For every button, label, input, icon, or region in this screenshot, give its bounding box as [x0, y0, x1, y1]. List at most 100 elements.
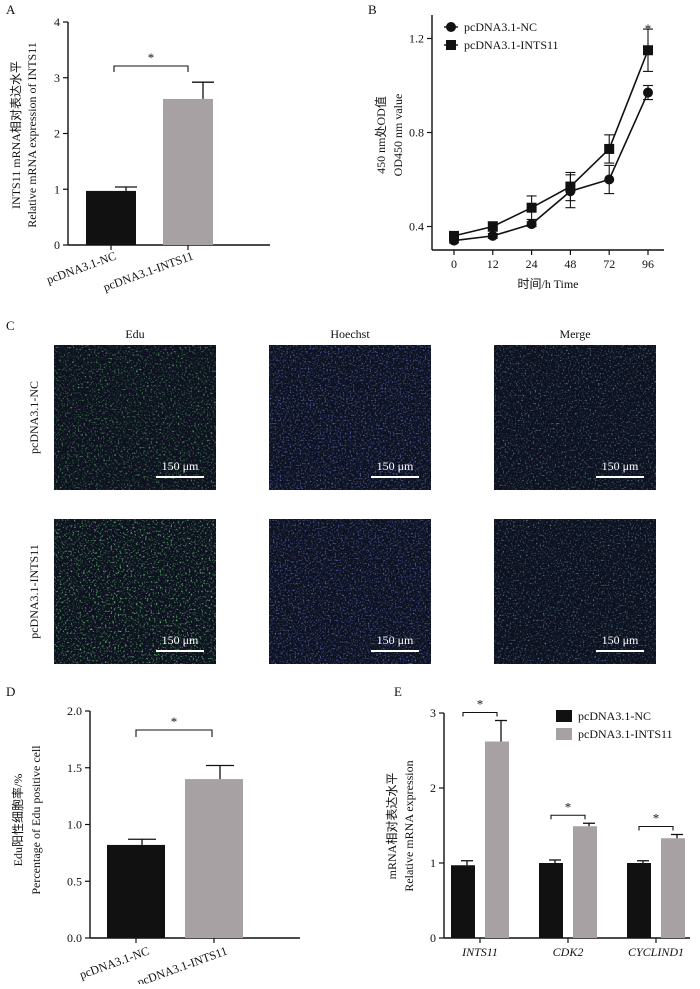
y-tick-label: 0.8	[409, 126, 424, 140]
sig-e-1-star: *	[565, 799, 572, 814]
y-tick-label: 0.5	[67, 874, 82, 888]
micro-column-title: Edu	[125, 327, 144, 341]
data-point-square	[526, 202, 537, 213]
data-point-square	[565, 181, 576, 192]
bar-1	[185, 779, 243, 938]
bar-0	[86, 190, 136, 245]
micro-row-label: pcDNA3.1-INTS11	[27, 544, 41, 639]
y-axis-label-cn: INTS11 mRNA相对表达水平	[9, 61, 23, 209]
panel-letter-d: D	[6, 684, 15, 699]
x-category-label: INTS11	[461, 945, 498, 959]
y-axis-label-en: Percentage of Edu positive cell	[29, 745, 43, 895]
micro-column-title: Merge	[559, 327, 590, 341]
x-tick-label: 12	[487, 257, 499, 271]
y-tick-label: 3	[430, 706, 436, 720]
y-tick-label: 0	[54, 238, 60, 252]
sig-star: *	[645, 21, 652, 36]
series-line-0	[453, 92, 649, 242]
panel-letter-a: A	[6, 2, 16, 17]
scale-bar-label: 150 μm	[377, 459, 414, 473]
y-axis-label-en: Relative mRNA expression	[402, 760, 416, 891]
chart-d: 0.00.51.01.52.0pcDNA3.1-NCpcDNA3.1-INTS1…	[10, 704, 300, 989]
data-point-circle	[604, 174, 615, 185]
x-tick-label: 48	[564, 257, 576, 271]
y-tick-label: 1.2	[409, 32, 424, 46]
y-tick-label: 0	[430, 931, 436, 945]
legend-marker-circle	[446, 22, 456, 32]
legend-swatch	[556, 710, 572, 722]
x-tick-label: 72	[603, 257, 615, 271]
data-point-circle	[487, 230, 498, 241]
y-tick-label: 4	[54, 15, 60, 29]
micrograph-texture	[494, 519, 656, 664]
panel-letter-e: E	[394, 684, 402, 699]
legend-swatch	[556, 728, 572, 740]
legend-label: pcDNA3.1-NC	[464, 20, 537, 34]
x-category-label: pcDNA3.1-INTS11	[135, 944, 229, 984]
x-tick-label: 24	[526, 257, 538, 271]
x-tick-label: 0	[451, 257, 457, 271]
micrograph-texture	[54, 345, 216, 490]
x-tick-label: 96	[642, 257, 654, 271]
y-axis-label-cn: mRNA相对表达水平	[385, 773, 399, 880]
legend-label: pcDNA3.1-INTS11	[464, 38, 559, 52]
chart-b: 0.4 0.8 1.2 0 12 24 48 72 96 时间/h Time 450 nm处OD值 O…	[373, 15, 664, 291]
bar-0-1	[539, 863, 563, 938]
sig-e-0-bracket	[462, 711, 498, 717]
y-tick-label: 1	[54, 182, 60, 196]
sig-e-2-star: *	[653, 811, 660, 826]
chart-e: 0 1 2 3 INTS11 CDK2 CYCLIND1 * * * pcDNA3.1-NC pcDN…	[385, 697, 690, 959]
y-tick-label: 1.5	[67, 761, 82, 775]
sig-d-star: *	[171, 714, 178, 729]
bar-0	[107, 844, 165, 938]
sig-a-bracket	[113, 65, 189, 72]
y-tick-label: 0.0	[67, 931, 82, 945]
y-axis-label-en: OD450 nm value	[391, 94, 405, 177]
panel-letter-b: B	[368, 2, 377, 17]
bar-1-0	[485, 741, 509, 938]
y-tick-label: 0.4	[409, 220, 424, 234]
legend-label: pcDNA3.1-INTS11	[578, 727, 673, 741]
y-tick-label: 2.0	[67, 704, 82, 718]
panel-letter-c: C	[6, 318, 15, 333]
legend-marker-square	[446, 40, 456, 50]
bar-1	[163, 98, 213, 245]
microscopy-panel: Edu Hoechst Merge pcDNA3.1-NC 150 μm 150 μm 15…	[27, 327, 656, 664]
micro-row-label: pcDNA3.1-NC	[27, 381, 41, 454]
sig-a-star: *	[148, 50, 155, 65]
x-axis-label: 时间/h Time	[517, 277, 578, 291]
y-tick-label: 1	[430, 856, 436, 870]
legend-label: pcDNA3.1-NC	[578, 709, 651, 723]
data-point-square	[449, 230, 459, 241]
data-point-square	[643, 45, 653, 56]
x-category-label: CDK2	[553, 945, 584, 959]
micro-column-title: Hoechst	[330, 327, 370, 341]
bar-1-1	[573, 826, 597, 938]
data-point-square	[604, 143, 615, 154]
sig-e-0-star: *	[477, 697, 484, 712]
micrograph-texture	[494, 345, 656, 490]
y-tick-label: 2	[430, 781, 436, 795]
y-axis-label-en: Relative mRNA expression of INTS11	[25, 42, 39, 228]
y-tick-label: 1.0	[67, 818, 82, 832]
x-category-label: CYCLIND1	[628, 945, 684, 959]
y-axis-label-cn: 450 nm处OD值	[373, 96, 388, 174]
micrograph-texture	[269, 345, 431, 490]
sig-d-bracket	[135, 729, 213, 737]
series-line-1	[453, 49, 649, 237]
data-point-square	[487, 221, 498, 232]
scale-bar-label: 150 μm	[602, 459, 639, 473]
bar-0-2	[627, 863, 651, 938]
scale-bar-label: 150 μm	[162, 459, 199, 473]
micrograph-texture	[54, 519, 216, 664]
scale-bar-label: 150 μm	[377, 633, 414, 647]
y-tick-label: 3	[54, 71, 60, 85]
sig-e-2-bracket	[638, 825, 674, 831]
bar-0-0	[451, 865, 475, 938]
scale-bar-label: 150 μm	[602, 633, 639, 647]
micrograph-texture	[269, 519, 431, 664]
bar-1-2	[661, 838, 685, 938]
scale-bar-label: 150 μm	[162, 633, 199, 647]
